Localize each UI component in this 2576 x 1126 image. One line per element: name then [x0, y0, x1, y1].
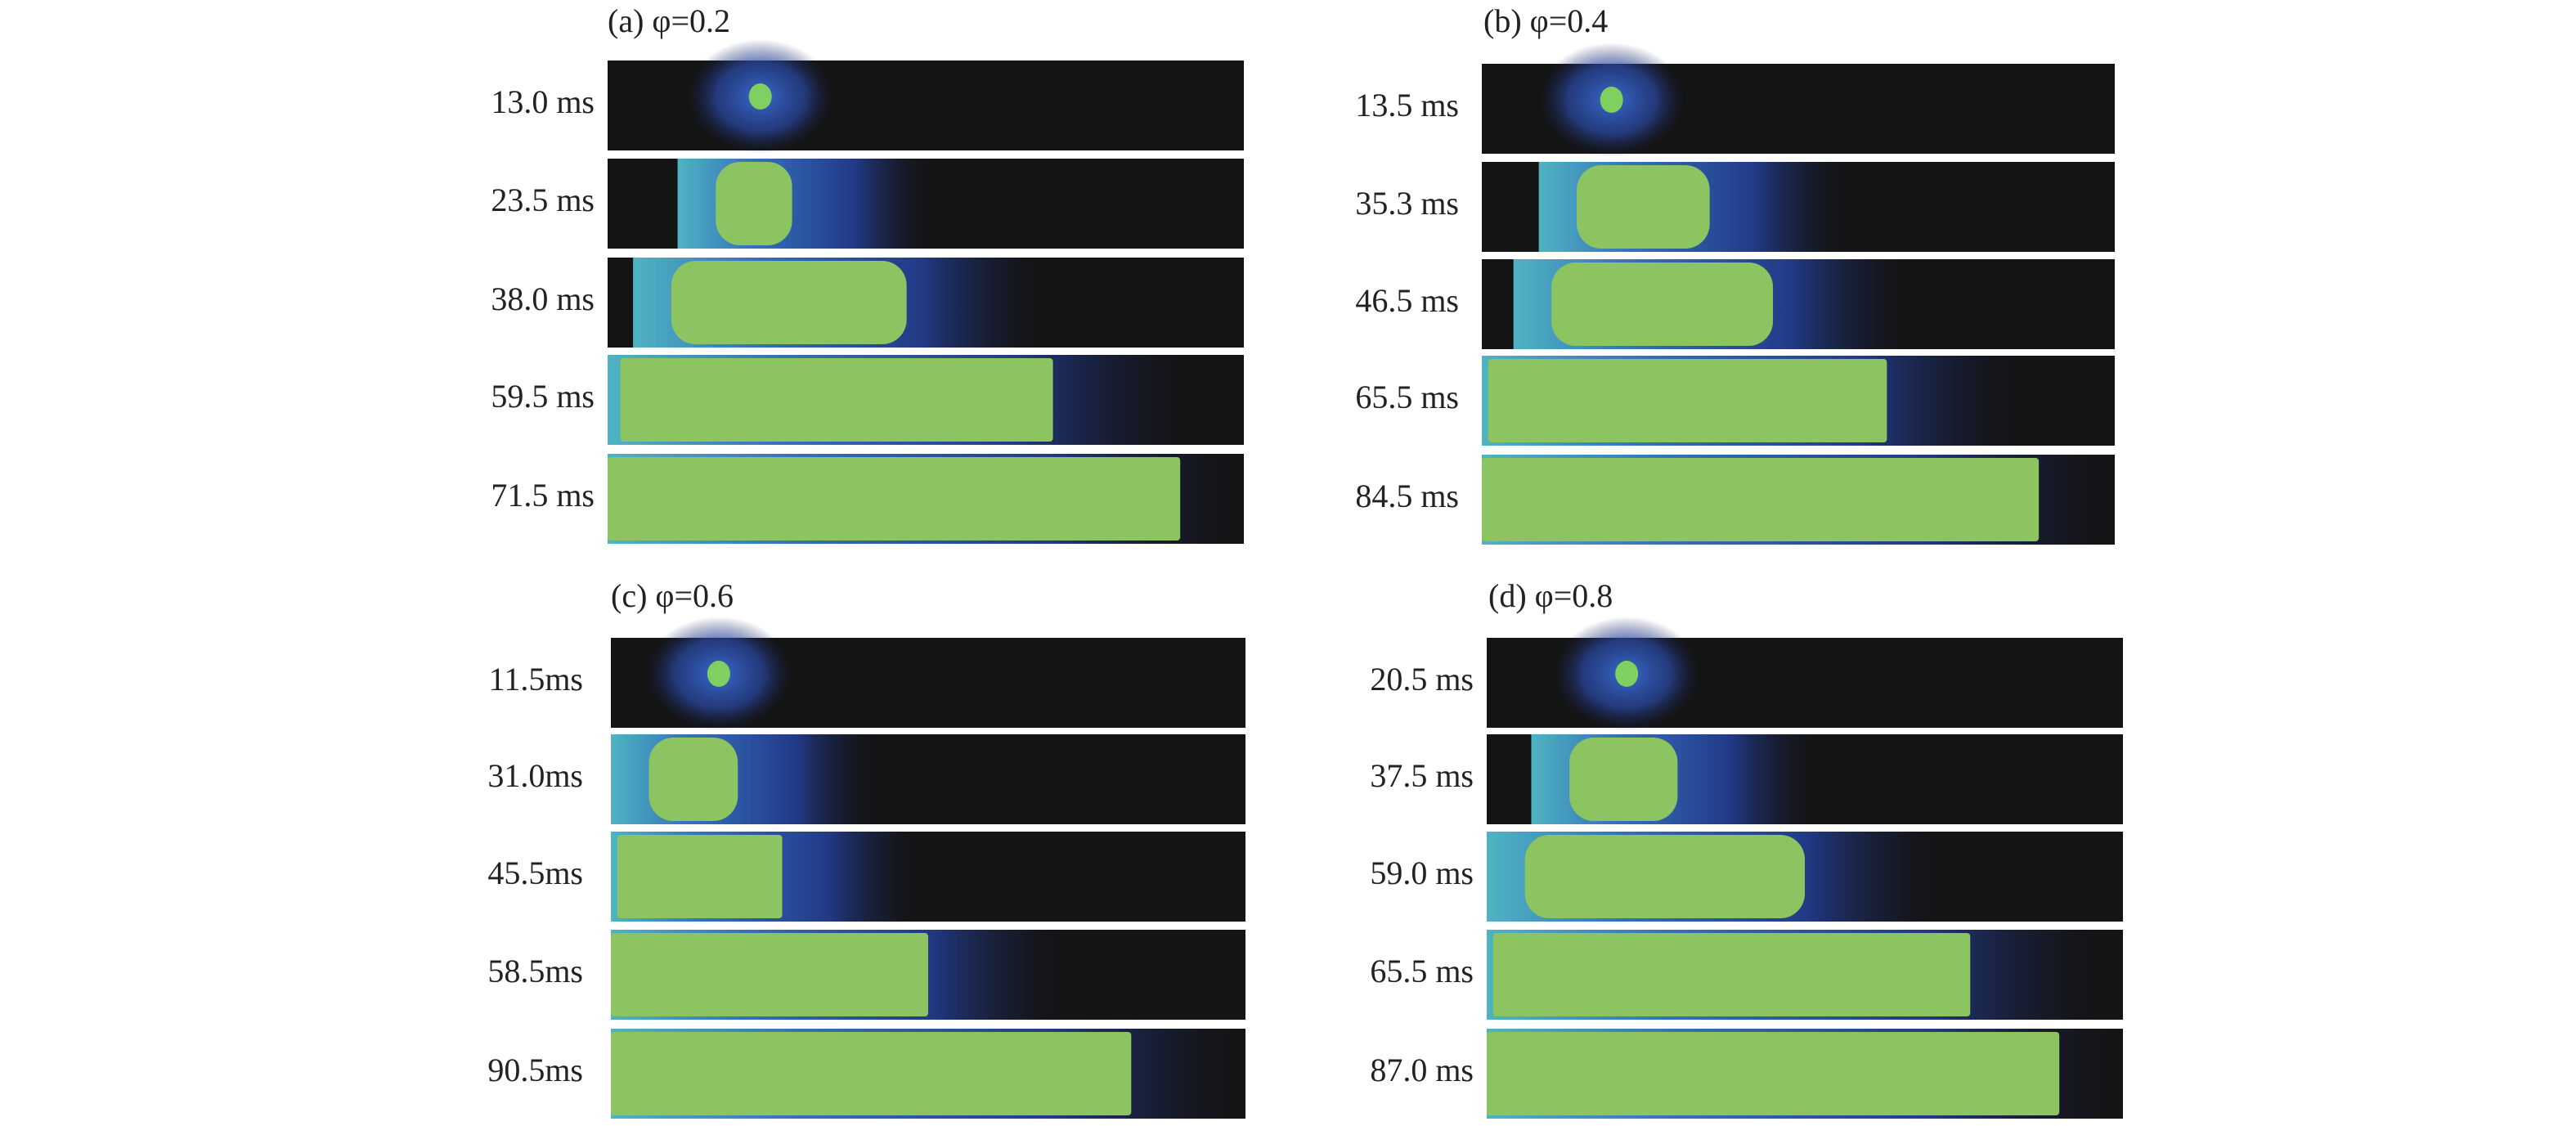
flame-region [617, 835, 783, 918]
flame-kernel [707, 661, 730, 687]
time-label: 59.5 ms [491, 378, 595, 415]
flame-region [620, 358, 1053, 442]
flame-image [611, 617, 1245, 731]
flame-image [611, 1029, 1245, 1119]
flame-region [1488, 359, 1887, 442]
time-label: 84.5 ms [1355, 478, 1459, 514]
flame-region [611, 933, 928, 1016]
flame-kernel [1600, 87, 1623, 113]
flame-image [611, 734, 1245, 824]
flame-image [1487, 832, 2123, 922]
time-label: 37.5 ms [1370, 757, 1474, 794]
flame-image [608, 258, 1244, 348]
flame-region [1569, 738, 1678, 821]
time-label: 13.5 ms [1355, 87, 1459, 123]
panel-title: (c) φ=0.6 [611, 577, 734, 614]
flame-image [1487, 734, 2123, 824]
flame-region [1551, 262, 1774, 346]
flame-kernel [1615, 661, 1639, 687]
time-label: 46.5 ms [1355, 282, 1459, 319]
flame-image [1482, 455, 2115, 545]
flame-region [611, 1032, 1132, 1115]
flame-region [716, 162, 792, 245]
flame-image [1482, 162, 2115, 252]
flame-image [608, 454, 1244, 544]
flame-image [1487, 930, 2123, 1020]
flame-image [608, 39, 1244, 154]
time-label: 11.5ms [489, 661, 583, 698]
flame-region [608, 457, 1181, 541]
flame-region [671, 261, 907, 344]
flame-image [611, 930, 1245, 1020]
time-label: 65.5 ms [1370, 953, 1474, 989]
flame-image [1487, 617, 2123, 731]
time-label: 38.0 ms [491, 280, 595, 317]
time-label: 45.5ms [487, 855, 583, 891]
flame-region [1524, 835, 1805, 918]
flame-kernel [748, 83, 772, 110]
flame-image [1482, 259, 2115, 349]
time-label: 35.3 ms [1355, 185, 1459, 222]
flame-region [1482, 458, 2040, 541]
panel-title: (b) φ=0.4 [1483, 2, 1608, 39]
flame-image [1487, 1029, 2123, 1119]
flame-region [1492, 933, 1971, 1016]
flame-region [1487, 1032, 2060, 1115]
flame-image [1482, 356, 2115, 446]
time-label: 58.5ms [487, 953, 583, 989]
time-label: 31.0ms [487, 757, 583, 794]
flame-image [608, 355, 1244, 445]
time-label: 23.5 ms [491, 182, 595, 218]
time-label: 71.5 ms [491, 477, 595, 514]
flame-image [608, 159, 1244, 249]
time-label: 87.0 ms [1370, 1052, 1474, 1088]
flame-image [1482, 43, 2115, 157]
time-label: 65.5 ms [1355, 379, 1459, 415]
flame-region [648, 738, 738, 821]
time-label: 13.0 ms [491, 83, 595, 120]
flame-image [611, 832, 1245, 922]
time-label: 20.5 ms [1370, 661, 1474, 698]
time-label: 90.5ms [487, 1052, 583, 1088]
time-label: 59.0 ms [1370, 855, 1474, 891]
panel-title: (a) φ=0.2 [608, 2, 730, 39]
flame-region [1577, 165, 1710, 249]
panel-title: (d) φ=0.8 [1488, 577, 1613, 614]
